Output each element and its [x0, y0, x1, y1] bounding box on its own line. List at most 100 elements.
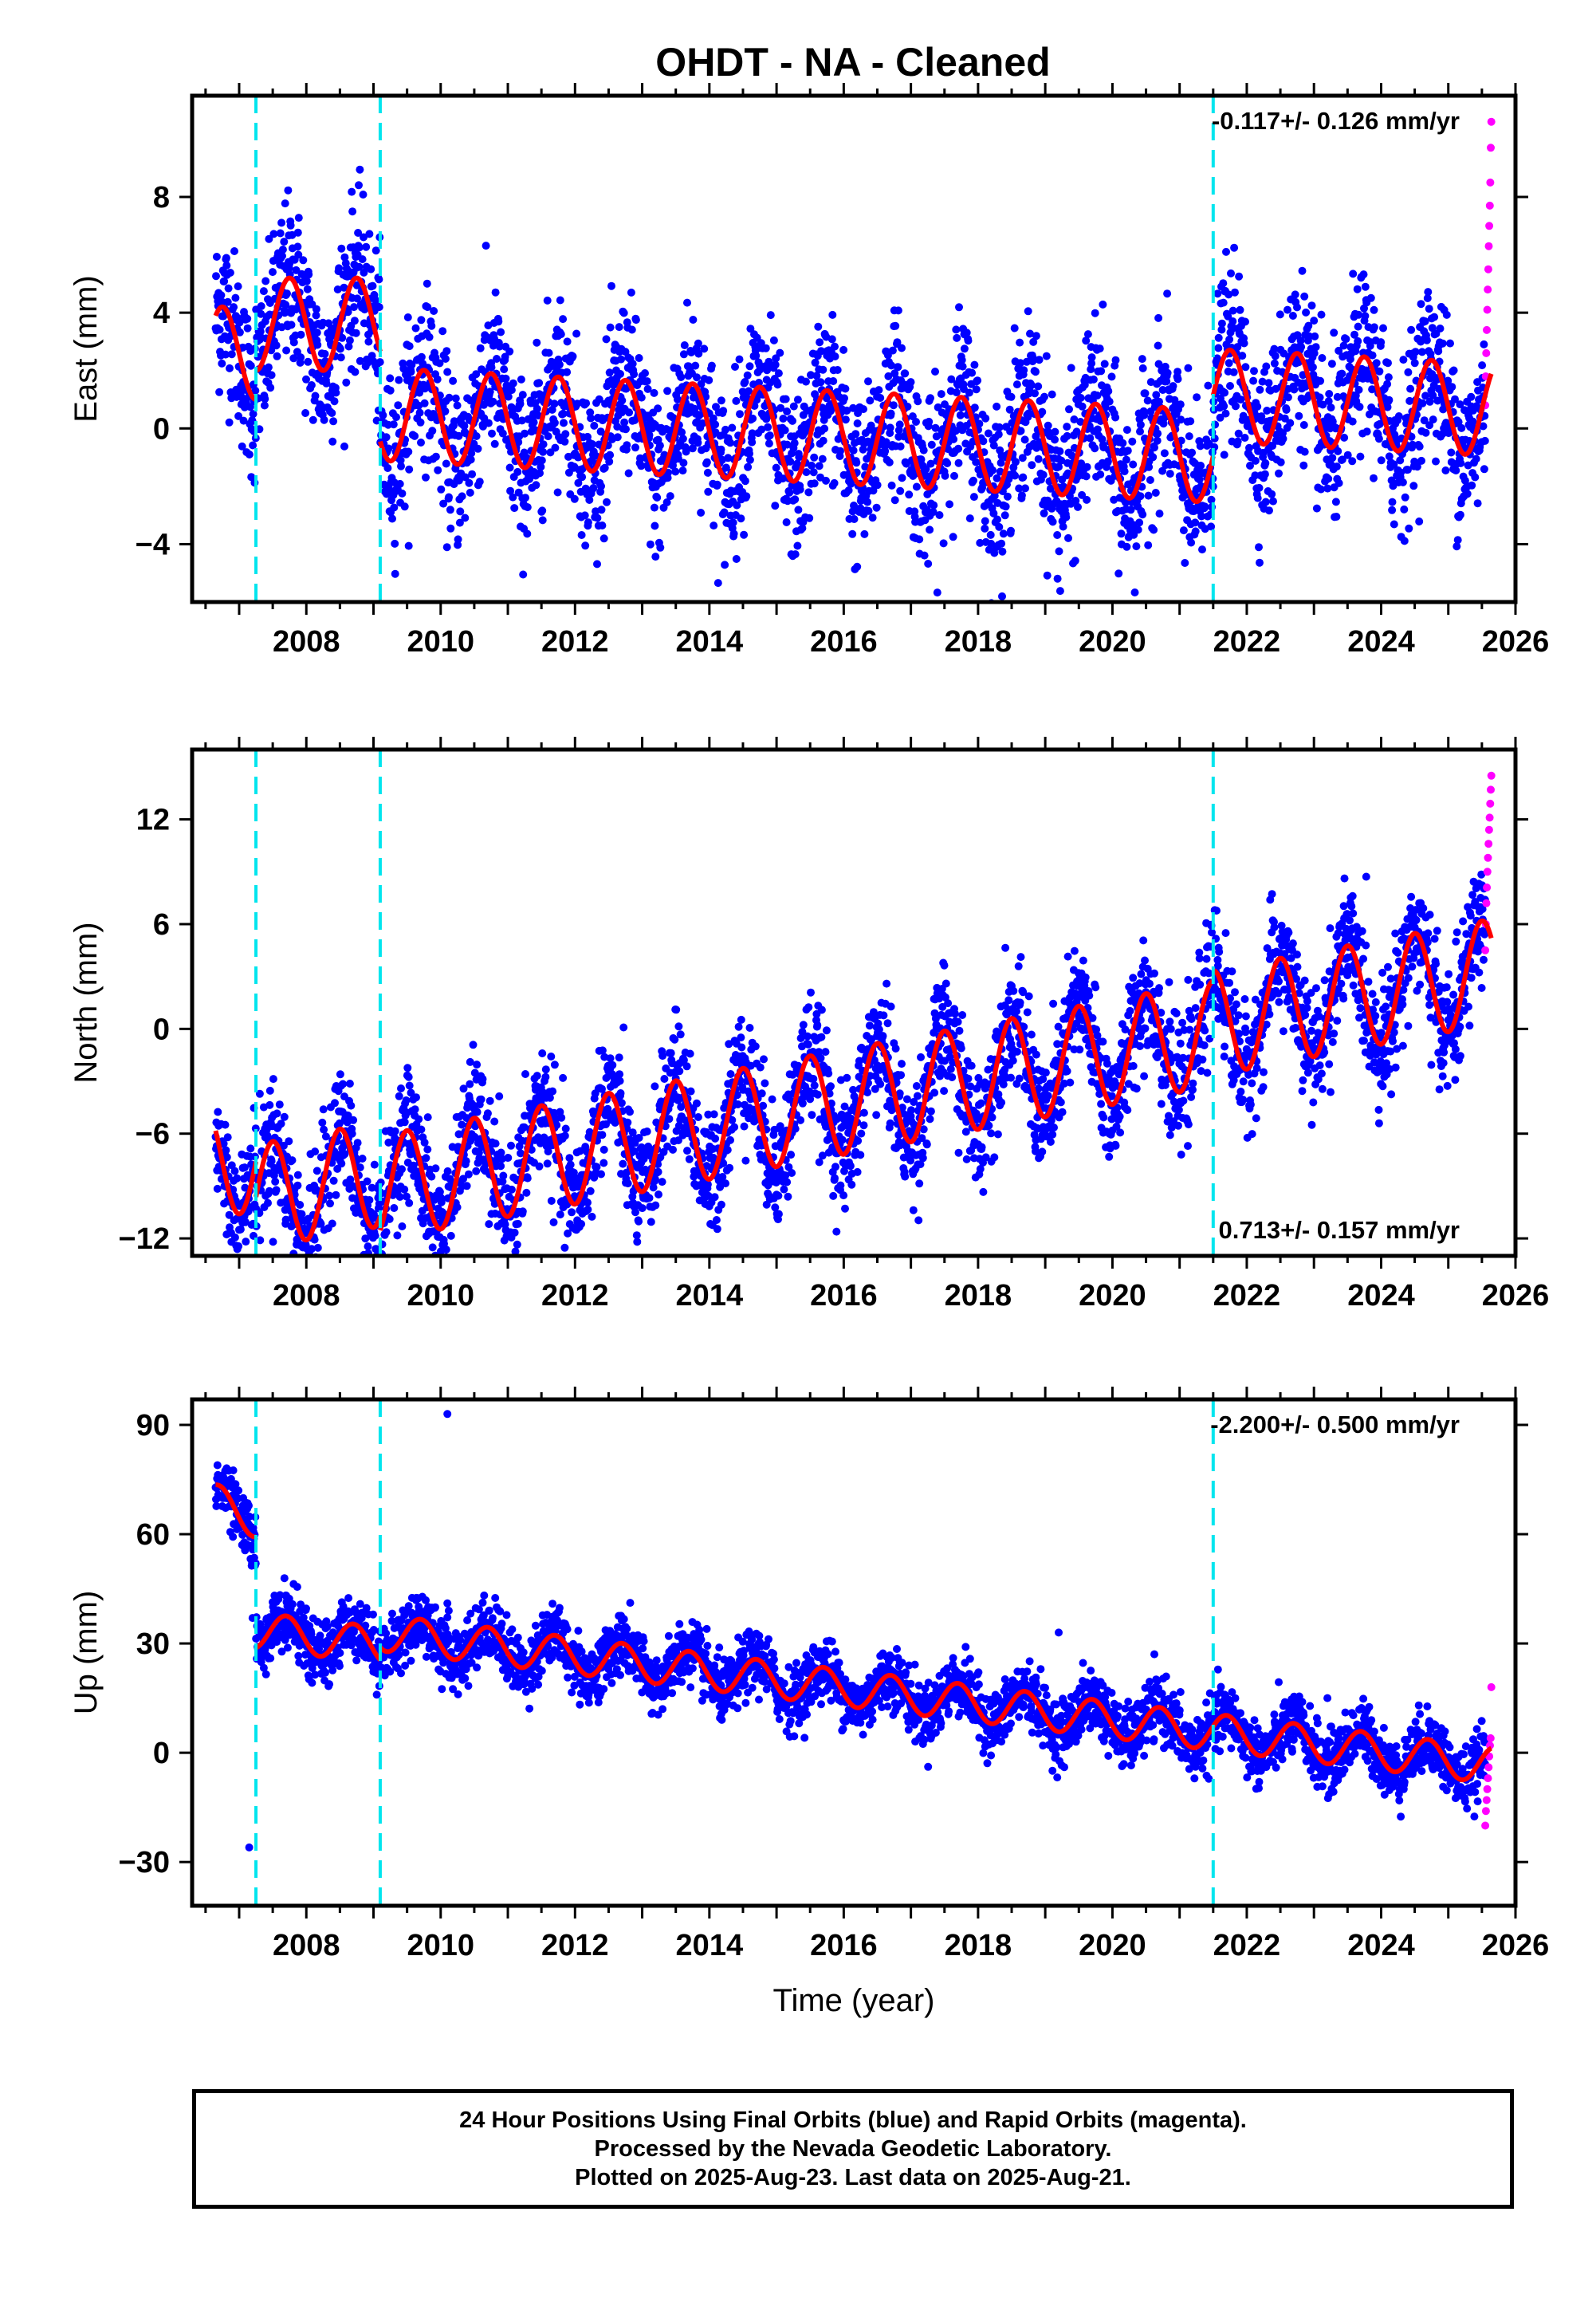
final-orbit-point: [1123, 447, 1132, 455]
final-orbit-point: [979, 437, 988, 446]
final-orbit-point: [635, 354, 643, 362]
final-orbit-point: [833, 366, 842, 374]
final-orbit-point: [1384, 359, 1392, 368]
final-orbit-point: [811, 358, 820, 367]
final-orbit-point: [618, 396, 627, 405]
final-orbit-point: [744, 462, 753, 471]
final-orbit-point: [1219, 298, 1228, 307]
final-orbit-point: [311, 1147, 320, 1156]
final-orbit-point: [1097, 367, 1106, 376]
final-orbit-point: [728, 423, 737, 432]
final-orbit-point: [678, 466, 687, 475]
final-orbit-point: [294, 214, 303, 222]
final-orbit-point: [398, 1222, 407, 1230]
final-orbit-point: [1261, 498, 1270, 506]
final-orbit-point: [393, 1231, 402, 1240]
final-orbit-point: [1166, 470, 1174, 478]
final-orbit-point: [1304, 321, 1313, 330]
final-orbit-point: [230, 247, 238, 255]
final-orbit-point: [954, 444, 963, 453]
final-orbit-point: [1111, 413, 1120, 422]
final-orbit-point: [1250, 367, 1258, 376]
final-orbit-point: [674, 1022, 683, 1031]
final-orbit-point: [779, 474, 787, 483]
final-orbit-point: [1143, 396, 1152, 405]
final-orbit-point: [1055, 587, 1064, 596]
final-orbit-point: [415, 408, 424, 417]
final-orbit-point: [507, 386, 516, 395]
final-orbit-point: [680, 341, 689, 349]
final-orbit-point: [1454, 418, 1463, 427]
final-orbit-point: [541, 1072, 550, 1081]
final-orbit-point: [212, 253, 221, 261]
final-orbit-point: [1015, 484, 1024, 493]
final-orbit-point: [267, 371, 276, 380]
final-orbit-point: [505, 463, 514, 472]
final-orbit-point: [405, 1198, 414, 1207]
final-orbit-point: [355, 262, 364, 271]
final-orbit-point: [379, 411, 387, 419]
final-orbit-point: [1328, 417, 1337, 426]
final-orbit-point: [495, 342, 504, 351]
final-orbit-point: [1405, 524, 1413, 533]
final-orbit-point: [1220, 451, 1228, 459]
final-orbit-point: [1153, 436, 1162, 445]
final-orbit-point: [1150, 443, 1158, 452]
final-orbit-point: [1173, 368, 1182, 376]
final-orbit-point: [998, 592, 1006, 600]
final-orbit-point: [895, 420, 904, 429]
final-orbit-point: [933, 588, 941, 597]
final-orbit-point: [615, 1053, 623, 1062]
final-orbit-point: [1128, 437, 1137, 446]
final-orbit-point: [391, 1127, 399, 1135]
final-orbit-point: [1195, 475, 1204, 484]
final-orbit-point: [1201, 502, 1209, 511]
final-orbit-point: [678, 428, 686, 437]
final-orbit-point: [1197, 512, 1206, 521]
final-orbit-point: [1179, 526, 1188, 535]
final-orbit-point: [1240, 434, 1249, 442]
final-orbit-point: [517, 416, 526, 425]
final-orbit-point: [1479, 422, 1488, 431]
final-orbit-point: [922, 465, 930, 474]
final-orbit-point: [919, 446, 928, 455]
final-orbit-point: [316, 1219, 325, 1228]
final-orbit-point: [388, 514, 396, 523]
final-orbit-point: [1417, 348, 1426, 356]
x-tick-label: 2024: [1347, 625, 1415, 659]
final-orbit-point: [1034, 455, 1043, 463]
final-orbit-point: [473, 1061, 482, 1069]
final-orbit-point: [423, 1113, 432, 1122]
final-orbit-point: [395, 376, 403, 384]
final-orbit-point: [1328, 454, 1337, 462]
final-orbit-point: [1425, 305, 1433, 313]
final-orbit-point: [953, 333, 961, 342]
final-orbit-point: [283, 289, 291, 298]
final-orbit-point: [1228, 317, 1237, 325]
final-orbit-point: [483, 1109, 492, 1118]
final-orbit-point: [485, 388, 494, 396]
final-orbit-point: [482, 242, 490, 250]
final-orbit-point: [1311, 332, 1319, 340]
final-orbit-point: [392, 413, 400, 422]
final-orbit-point: [294, 250, 303, 259]
final-orbit-point: [445, 393, 454, 402]
final-orbit-point: [1065, 405, 1073, 414]
final-orbit-point: [441, 407, 450, 415]
final-orbit-point: [293, 1181, 302, 1190]
final-orbit-point: [417, 316, 426, 325]
final-orbit-point: [672, 1005, 681, 1014]
final-orbit-point: [1430, 313, 1439, 321]
final-orbit-point: [1120, 467, 1129, 476]
final-orbit-point: [1327, 403, 1335, 412]
final-orbit-point: [989, 509, 998, 518]
final-orbit-point: [277, 1120, 285, 1128]
final-orbit-point: [586, 1187, 595, 1195]
final-orbit-point: [225, 418, 234, 427]
final-orbit-point: [1028, 461, 1036, 470]
final-orbit-point: [600, 463, 609, 472]
final-orbit-point: [969, 476, 977, 485]
final-orbit-point: [588, 1212, 596, 1221]
final-orbit-point: [1055, 462, 1063, 471]
